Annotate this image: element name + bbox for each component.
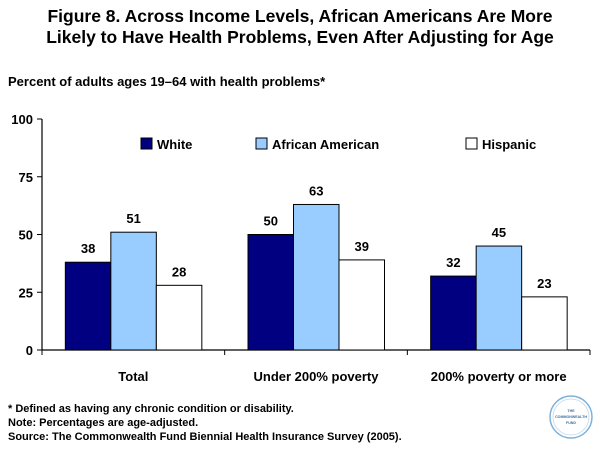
bar-value-label: 28 bbox=[172, 264, 186, 279]
footnote-note: Note: Percentages are age-adjusted. bbox=[8, 417, 199, 429]
x-category-label: 200% poverty or more bbox=[431, 369, 567, 384]
commonwealth-fund-logo: THE COMMONWEALTH FUND bbox=[549, 395, 593, 439]
bar-white bbox=[247, 234, 294, 351]
legend-label: Hispanic bbox=[482, 137, 536, 152]
legend-swatch-african-american bbox=[255, 137, 268, 150]
bar-hispanic bbox=[155, 284, 203, 351]
bar-value-label: 32 bbox=[446, 255, 460, 270]
legend-label: White bbox=[157, 137, 192, 152]
x-category-label: Total bbox=[118, 369, 148, 384]
y-tick-label: 50 bbox=[19, 228, 33, 243]
bar-value-label: 39 bbox=[355, 239, 369, 254]
legend-label: African American bbox=[272, 137, 379, 152]
chart-title-line-1: Figure 8. Across Income Levels, African … bbox=[47, 6, 553, 26]
bar-value-label: 50 bbox=[264, 214, 278, 229]
bar-white bbox=[64, 261, 112, 351]
y-tick-label: 25 bbox=[19, 285, 33, 300]
footnote-definition: * Defined as having any chronic conditio… bbox=[8, 403, 294, 415]
y-tick-label: 75 bbox=[19, 170, 33, 185]
y-tick-label: 0 bbox=[26, 343, 33, 358]
chart-title-line-2: Likely to Have Health Problems, Even Aft… bbox=[46, 27, 554, 47]
footnotes: * Defined as having any chronic conditio… bbox=[8, 402, 402, 444]
legend-swatch-white bbox=[140, 137, 153, 150]
logo-text-commonwealth: COMMONWEALTH bbox=[555, 415, 587, 419]
bar-white bbox=[430, 275, 477, 351]
chart-subtitle: Percent of adults ages 19–64 with health… bbox=[8, 74, 326, 89]
bar-value-label: 63 bbox=[309, 183, 323, 198]
logo-text-the: THE bbox=[567, 409, 575, 413]
bar-value-label: 23 bbox=[537, 276, 551, 291]
bar-value-label: 45 bbox=[492, 225, 506, 240]
chart-title: Figure 8. Across Income Levels, African … bbox=[0, 6, 600, 48]
bar-value-label: 51 bbox=[126, 211, 140, 226]
legend-swatch-hispanic bbox=[465, 137, 478, 150]
bar-african-american bbox=[110, 231, 157, 351]
logo-text-fund: FUND bbox=[566, 421, 576, 425]
bar-chart: 0 25 50 75 100 38 51 28 Total 50 63 39 Under 200% po… bbox=[11, 112, 591, 384]
y-tick-label: 100 bbox=[11, 112, 33, 127]
bar-hispanic bbox=[338, 259, 385, 351]
bar-hispanic bbox=[521, 296, 568, 351]
bar-value-label: 38 bbox=[81, 241, 95, 256]
bar-african-american bbox=[475, 245, 523, 351]
bar-african-american bbox=[293, 203, 340, 351]
x-category-label: Under 200% poverty bbox=[254, 369, 380, 384]
footnote-source: Source: The Commonwealth Fund Biennial H… bbox=[8, 431, 402, 443]
